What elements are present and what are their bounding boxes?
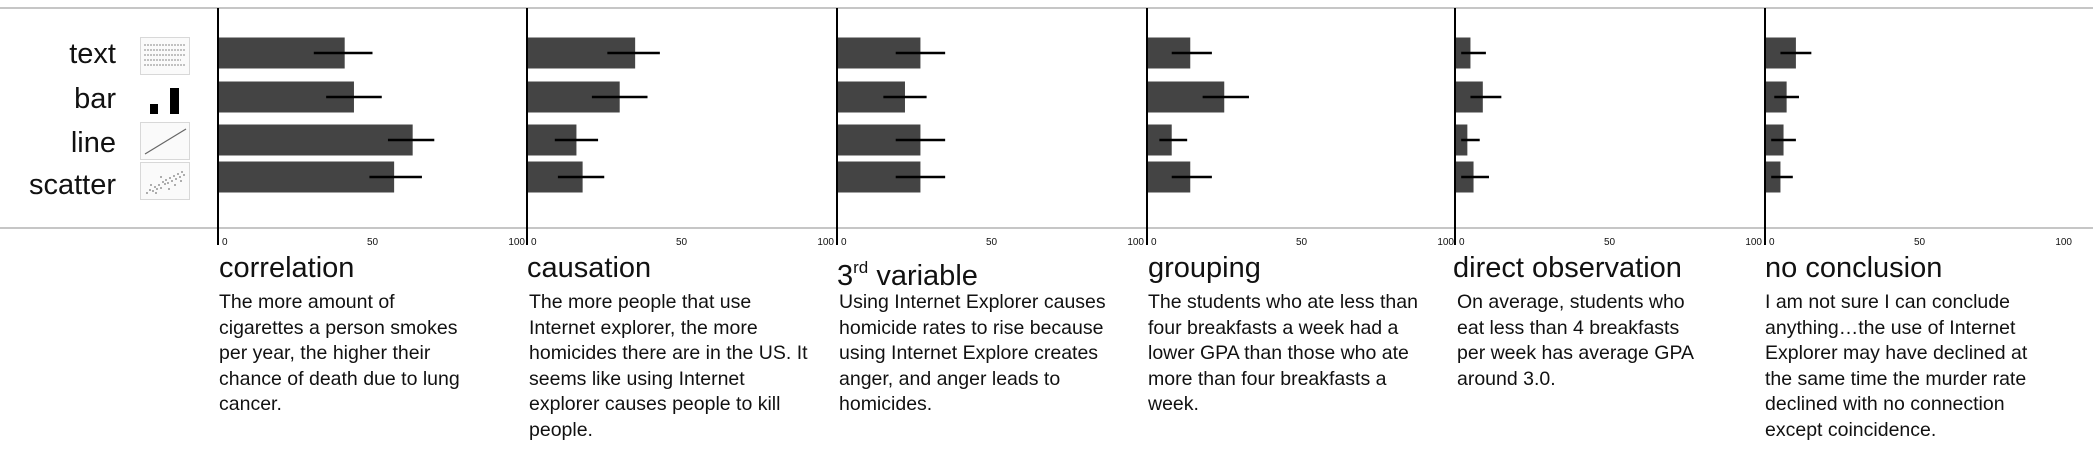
scatter-thumb-dot	[168, 188, 170, 190]
panel-title-direct-observation: direct observation	[1453, 252, 1682, 284]
x-tick-label: 50	[1914, 237, 1926, 248]
panel-title-sup: rd	[853, 258, 869, 277]
x-tick-label: 0	[222, 237, 228, 248]
panel-text-causation: The more people that use Internet explor…	[529, 291, 808, 441]
bar-thumbnail	[140, 80, 190, 118]
panel-text-no-conclusion: I am not sure I can conclude anything…th…	[1765, 291, 2028, 441]
panel-title-correlation: correlation	[219, 252, 355, 284]
row-label-bar: bar	[74, 83, 116, 115]
scatter-thumb-dot	[150, 184, 152, 186]
x-tick-label: 50	[986, 237, 998, 248]
scatter-thumb-dot	[173, 175, 175, 177]
panel-title-3rd-variable: 3rd variable	[837, 252, 978, 292]
scatter-thumb-dot	[174, 184, 176, 186]
panel-title-prefix: 3	[837, 260, 854, 292]
x-tick-label: 0	[1459, 237, 1465, 248]
panel-title-word: variable	[876, 260, 978, 292]
x-tick-label: 50	[1604, 237, 1616, 248]
x-tick-label: 100	[2055, 237, 2072, 248]
x-tick-label: 100	[1127, 237, 1144, 248]
x-tick-label: 50	[1296, 237, 1308, 248]
panel-title-no-conclusion: no conclusion	[1765, 252, 1943, 284]
scatter-thumb-dot	[177, 173, 179, 175]
scatter-thumb-dot	[181, 171, 183, 173]
panel-text-correlation: The more amount of cigarettes a person s…	[219, 291, 460, 415]
scatter-thumb-dot	[179, 176, 181, 178]
x-tick-label: 0	[841, 237, 847, 248]
scatter-thumb-dot	[155, 192, 157, 194]
scatter-thumb-dot	[156, 188, 158, 190]
scatter-thumb-dot	[152, 190, 154, 192]
panel-text-direct-observation: On average, students who eat less than 4…	[1457, 291, 1693, 390]
row-label-text: text	[69, 38, 116, 70]
bar-scatter	[219, 161, 395, 193]
x-tick-label: 100	[1745, 237, 1762, 248]
scatter-thumb-dot	[160, 176, 162, 178]
scatter-thumb-dot	[175, 178, 177, 180]
row-label-scatter: scatter	[28, 169, 116, 201]
scatter-thumb-dot	[169, 177, 171, 179]
scatter-thumb-dot	[183, 174, 185, 176]
panel-title-grouping: grouping	[1148, 252, 1261, 284]
bar-line	[219, 124, 413, 156]
x-tick-label: 100	[817, 237, 834, 248]
scatter-thumb-dot	[162, 181, 164, 183]
x-tick-label: 100	[1437, 237, 1454, 248]
x-tick-label: 0	[1769, 237, 1775, 248]
scatter-thumb-dot	[154, 186, 156, 188]
scatter-thumb-dot	[149, 189, 151, 191]
panel-title-causation: causation	[527, 252, 652, 284]
row-label-line: line	[70, 127, 116, 159]
line-thumbnail	[140, 122, 190, 160]
scatter-thumb-dot	[180, 180, 182, 182]
scatter-thumbnail	[140, 162, 190, 200]
scatter-thumb-dot	[164, 183, 166, 185]
x-tick-label: 0	[531, 237, 537, 248]
x-tick-label: 50	[367, 237, 379, 248]
scatter-thumb-dot	[160, 187, 162, 189]
scatter-thumb-dot	[146, 192, 148, 194]
panel-text-grouping: The students who ate less than four brea…	[1148, 291, 1418, 415]
x-tick-label: 0	[1151, 237, 1157, 248]
panel-text-3rd-variable: Using Internet Explorer causes homicide …	[839, 291, 1106, 415]
text-thumbnail	[140, 37, 190, 75]
scatter-thumb-dot	[167, 182, 169, 184]
x-tick-label: 100	[508, 237, 525, 248]
x-tick-label: 50	[676, 237, 688, 248]
scatter-thumb-dot	[165, 179, 167, 181]
scatter-thumb-dot	[171, 180, 173, 182]
scatter-thumb-dot	[158, 184, 160, 186]
